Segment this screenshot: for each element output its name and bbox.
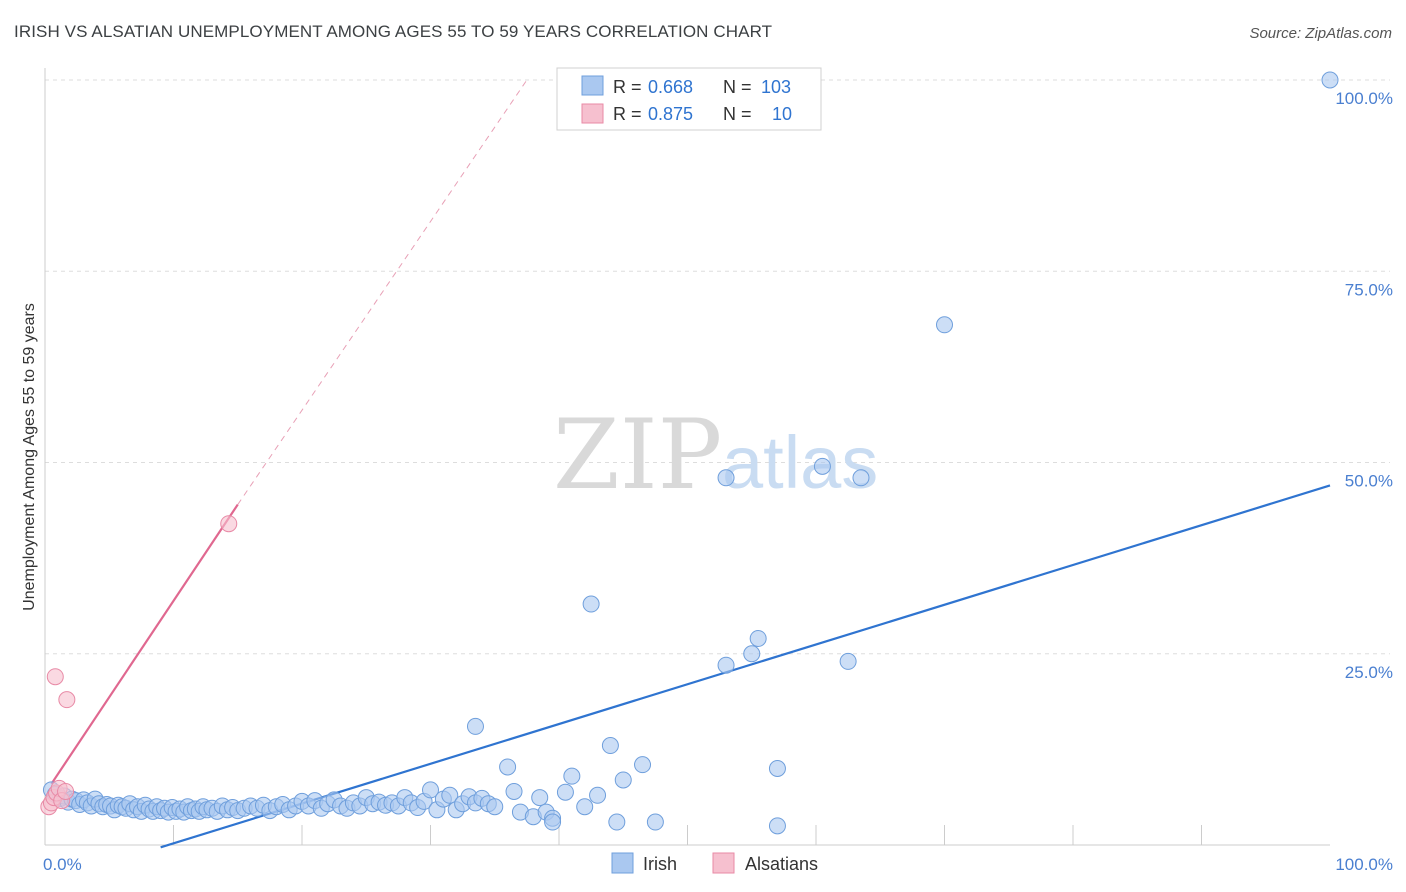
irish-point [813,457,831,475]
grid-lines [45,79,1390,845]
irish-point [582,595,600,613]
legend-alsatian-n-value: 10 [772,104,792,124]
legend-swatch-alsatian [581,103,604,124]
irish-point [601,737,619,755]
stats-legend: R = 0.668 N = 103 R = 0.875 N = 10 [556,67,822,131]
legend-irish-n-label: N = [723,77,752,97]
y-tick-label: 100.0% [1335,89,1393,108]
legend-irish-n-value: 103 [761,77,791,97]
bottom-legend-irish: Irish [643,854,677,874]
irish-point [717,656,735,674]
irish-point [505,782,523,800]
alsatian-trend-extension [237,79,528,505]
legend-swatch-irish [581,75,604,96]
irish-point [576,798,594,816]
bottom-legend-swatch-alsatian [712,852,735,874]
irish-point [614,771,632,789]
legend-irish-r-value: 0.668 [648,77,693,97]
x-tick-label: 100.0% [1335,855,1393,874]
irish-point [634,756,652,774]
y-tick-label: 25.0% [1345,663,1393,682]
alsatian-point [220,515,238,533]
x-tick-label: 0.0% [43,855,82,874]
y-axis-label: Unemployment Among Ages 55 to 59 years [21,303,38,611]
irish-points [42,71,1339,835]
irish-point [717,469,735,487]
irish-trend-line [160,484,1331,849]
alsatian-points [40,515,238,816]
y-tick-label: 50.0% [1345,472,1393,491]
bottom-legend-swatch-irish [611,852,634,874]
alsatian-point [58,691,76,709]
legend-alsatian-r-value: 0.875 [648,104,693,124]
irish-point [544,813,562,831]
irish-point [556,783,574,801]
irish-point [589,786,607,804]
trend-lines [50,79,1331,849]
legend-alsatian-r-label: R = [613,104,642,124]
legend-alsatian-n-label: N = [723,104,752,124]
irish-point [839,652,857,670]
alsatian-point [57,782,75,800]
irish-point [749,629,767,647]
alsatian-point [46,668,64,686]
alsatian-trend-line [50,503,239,785]
legend-irish-r-label: R = [613,77,642,97]
watermark-atlas: atlas [722,421,878,504]
irish-point [852,469,870,487]
irish-point [422,781,439,799]
irish-point [531,789,549,807]
y-tick-label: 75.0% [1345,280,1393,299]
watermark-zip: ZIP [553,399,722,511]
irish-point [441,786,459,804]
irish-point [768,760,786,777]
irish-point [743,645,761,663]
bottom-legend-alsatians: Alsatians [745,854,818,874]
irish-point [768,817,786,835]
irish-point [563,767,581,785]
axes [44,68,1330,846]
chart-title: IRISH VS ALSATIAN UNEMPLOYMENT AMONG AGE… [14,22,773,41]
source-credit: Source: ZipAtlas.com [1249,25,1392,42]
irish-point [486,798,504,816]
irish-point [608,813,626,831]
bottom-legend: Irish Alsatians [611,852,818,874]
irish-point [646,813,664,831]
tick-labels: 25.0% 50.0% 75.0% 100.0% 0.0% 100.0% [43,89,1393,874]
irish-point [936,316,953,334]
irish-point [1321,71,1339,89]
irish-point [499,758,517,776]
irish-point [466,717,484,735]
